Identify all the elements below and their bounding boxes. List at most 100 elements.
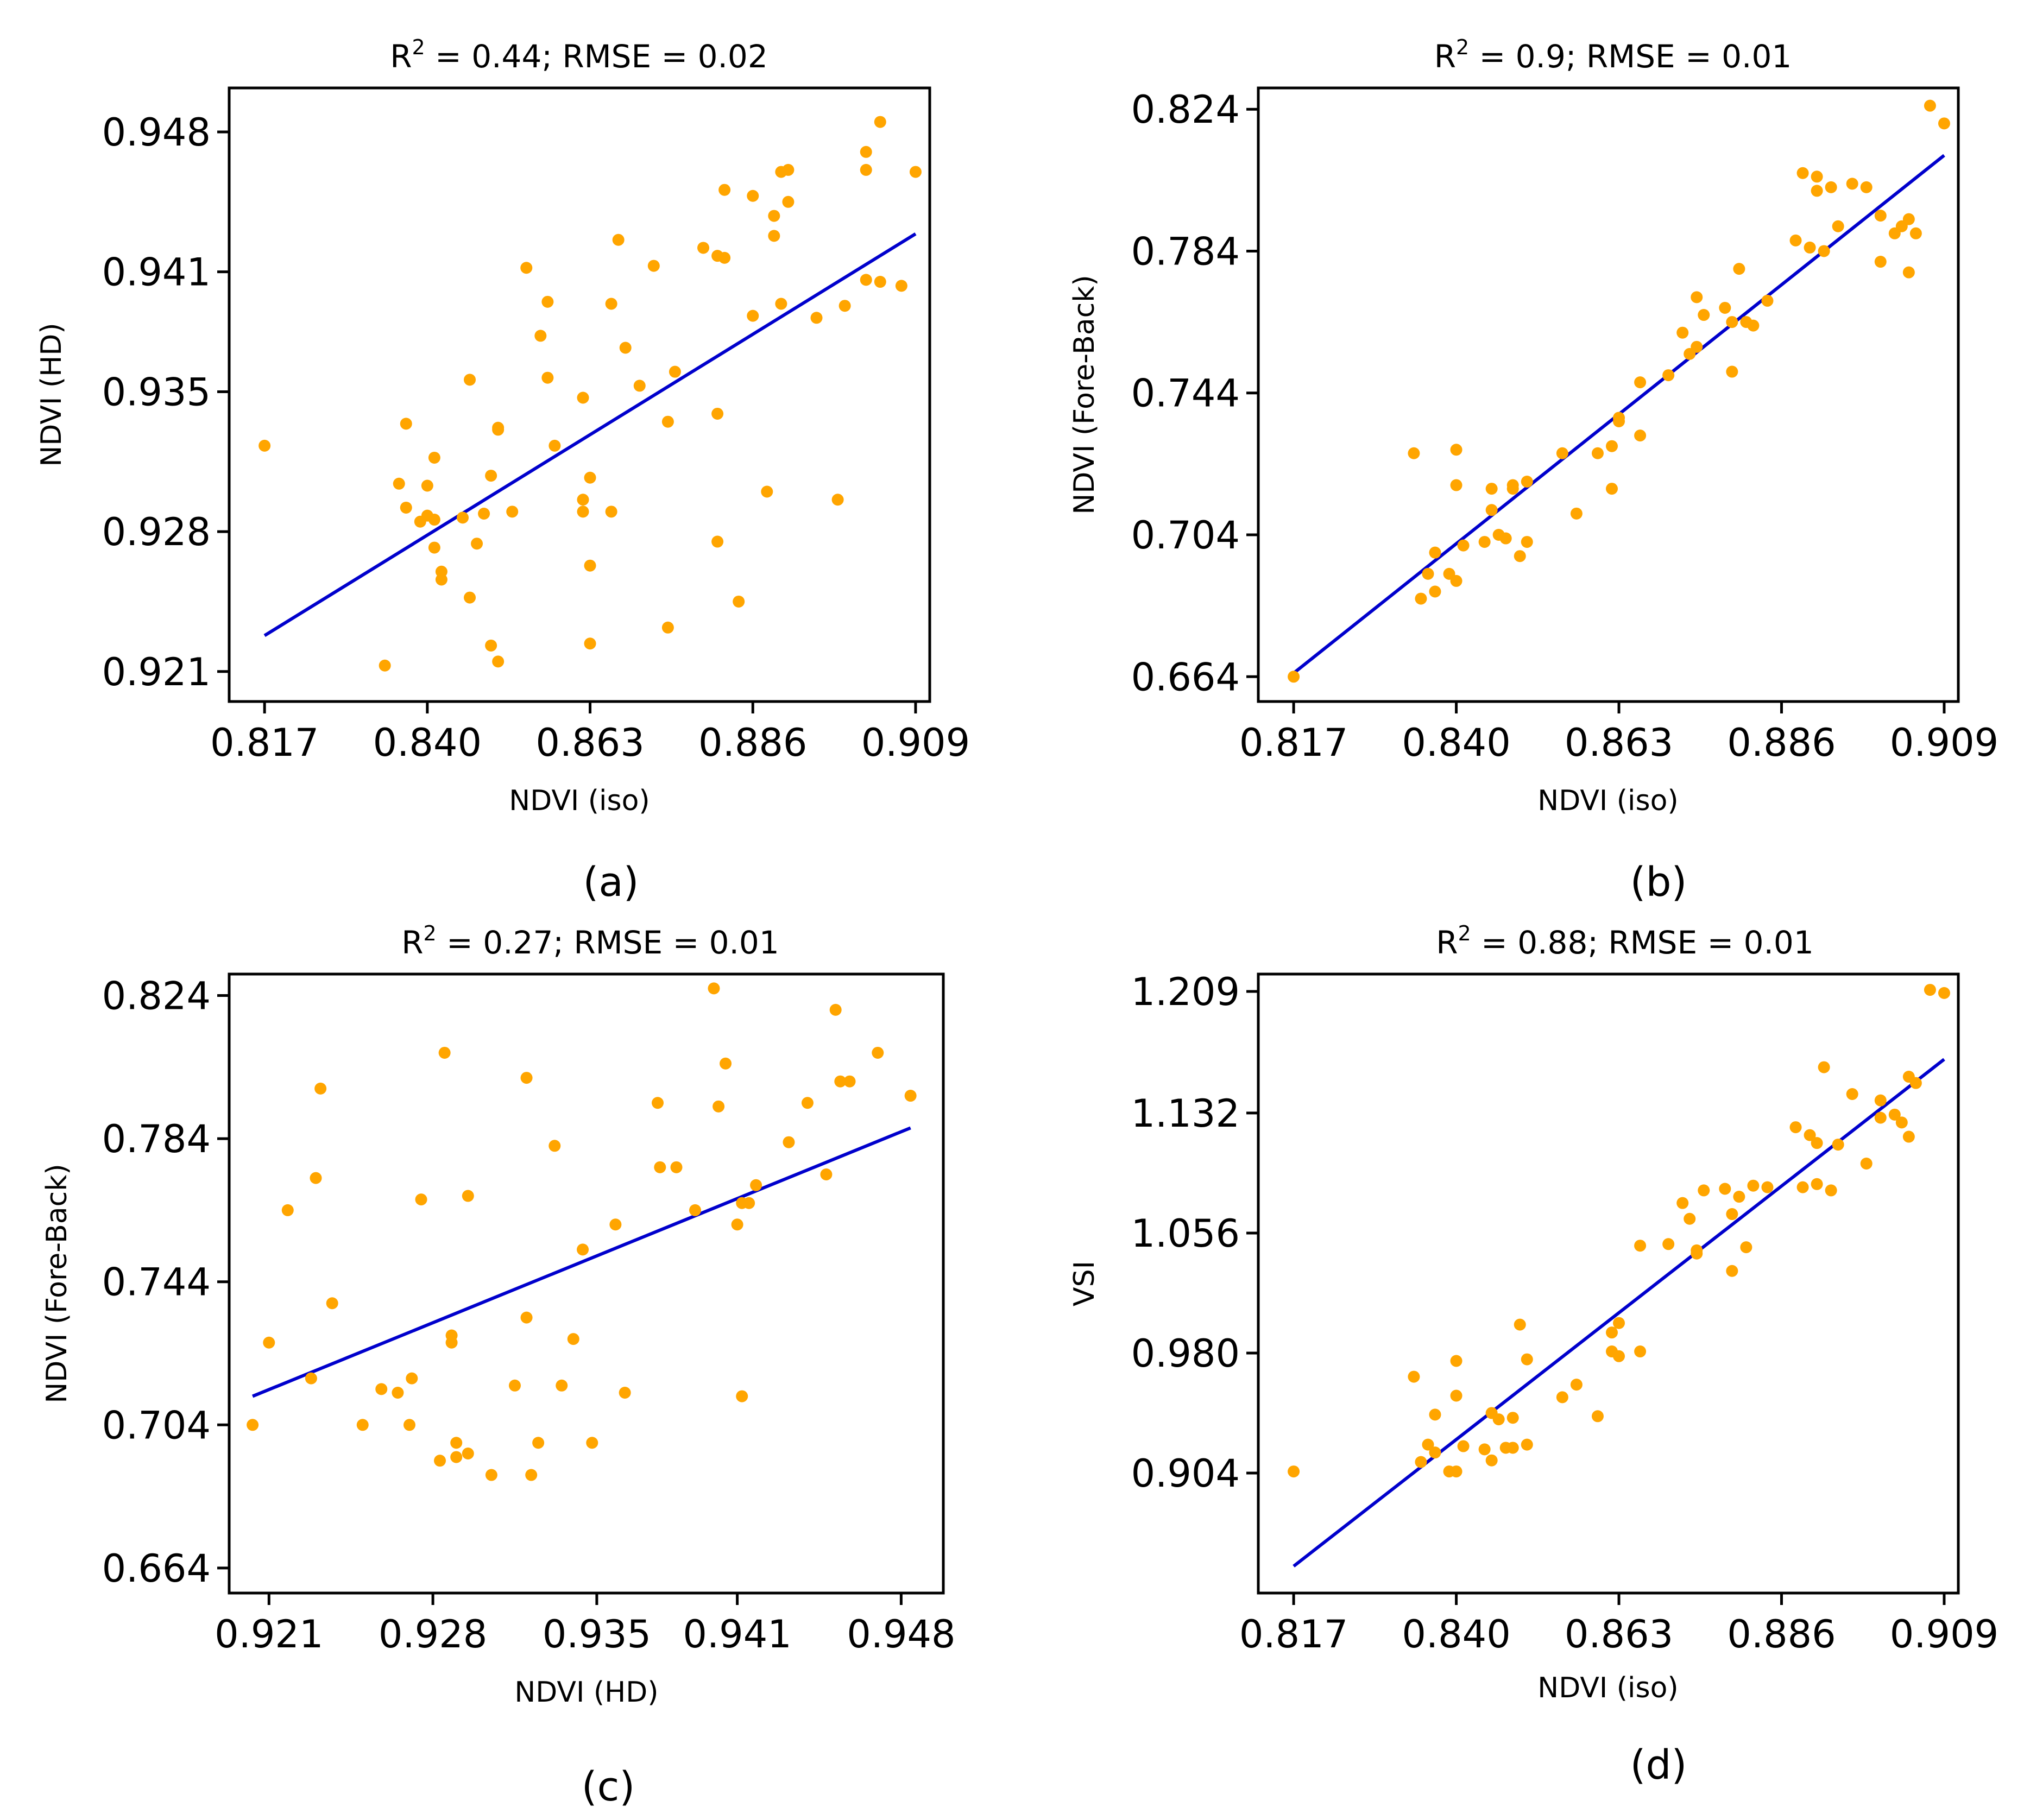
data-point (435, 565, 447, 578)
points-layer (1288, 99, 1950, 683)
title-suffix: = 0.44; RMSE = 0.02 (425, 38, 768, 75)
points-layer (247, 982, 917, 1481)
data-point (1457, 1440, 1470, 1452)
data-point (1422, 1438, 1434, 1451)
regression-line (251, 1126, 911, 1398)
y-ticks: 0.921 0.928 0.935 0.941 0.948 (102, 110, 229, 694)
data-point (1811, 1137, 1823, 1149)
data-point (259, 439, 271, 452)
data-point (1789, 234, 1802, 247)
data-point (471, 538, 483, 550)
data-point (421, 479, 433, 492)
data-point (1429, 1408, 1441, 1421)
data-point (1860, 181, 1873, 193)
data-point (747, 189, 759, 202)
data-point (1429, 546, 1441, 559)
data-point (743, 1197, 755, 1209)
data-point (1606, 1326, 1618, 1339)
data-point (783, 1136, 795, 1148)
data-point (711, 535, 724, 548)
data-point (379, 659, 391, 672)
data-point (909, 166, 922, 178)
data-point (450, 1437, 463, 1449)
data-point (768, 210, 780, 222)
y-axis-label: NDVI (HD) (35, 323, 68, 466)
data-point (1726, 316, 1738, 328)
data-point (1818, 1061, 1830, 1073)
data-point (1450, 1389, 1462, 1402)
data-point (612, 233, 625, 246)
data-point (1613, 415, 1625, 427)
x-axis-label: NDVI (iso) (1537, 785, 1678, 817)
data-point (1691, 340, 1703, 353)
data-point (747, 309, 759, 322)
data-point (1415, 592, 1427, 605)
title-suffix: = 0.88; RMSE = 0.01 (1471, 924, 1814, 961)
title-superscript: 2 (412, 35, 425, 59)
data-point (1506, 1412, 1519, 1424)
data-point (450, 1451, 463, 1463)
data-point (1492, 1413, 1505, 1426)
data-point (1726, 1208, 1738, 1221)
data-point (1478, 1443, 1491, 1456)
data-point (1818, 245, 1830, 257)
x-ticks: 0.817 0.840 0.863 0.886 0.909 (1239, 702, 1999, 765)
data-point (506, 505, 519, 518)
x-tick-label: 0.886 (698, 721, 807, 765)
data-point (1789, 1121, 1802, 1134)
x-tick-label: 0.817 (1239, 721, 1348, 765)
data-point (1634, 429, 1647, 442)
y-tick-label: 0.941 (102, 250, 211, 295)
data-point (609, 1218, 622, 1231)
y-tick-label: 0.664 (1131, 655, 1240, 699)
data-point (1485, 504, 1498, 516)
x-axis-label: NDVI (HD) (514, 1676, 658, 1709)
plot-frame (1257, 86, 1960, 703)
data-point (1422, 567, 1434, 580)
data-point (1506, 1442, 1519, 1454)
panel-a: R2 = 0.44; RMSE = 0.02 0.817 0.840 0.863 0.… (35, 35, 970, 906)
y-tick-label: 0.935 (102, 370, 211, 414)
data-point (895, 280, 907, 292)
data-point (520, 1072, 533, 1084)
data-point (1860, 1157, 1873, 1170)
svg-text:R2 = 0.88; RMSE = 0.01: R2 = 0.88; RMSE = 0.01 (1436, 921, 1814, 961)
x-tick-label: 0.909 (861, 721, 970, 765)
data-point (326, 1297, 338, 1310)
panel-caption: (d) (1630, 1742, 1687, 1789)
data-point (1485, 1454, 1498, 1467)
data-point (1846, 1088, 1858, 1101)
data-point (820, 1168, 833, 1181)
data-point (1825, 1184, 1837, 1197)
x-tick-label: 0.863 (1565, 721, 1673, 765)
data-point (874, 276, 886, 288)
data-point (775, 298, 787, 310)
data-point (1676, 1197, 1689, 1209)
title-superscript: 2 (424, 921, 437, 945)
data-point (1521, 1353, 1533, 1366)
data-point (549, 1140, 561, 1152)
data-point (1719, 1183, 1731, 1195)
data-point (782, 163, 795, 176)
data-point (532, 1437, 545, 1449)
data-point (829, 1003, 842, 1016)
y-axis-label: VSI (1068, 1261, 1101, 1306)
data-point (718, 251, 731, 264)
data-point (1606, 483, 1618, 495)
data-point (457, 511, 469, 524)
data-point (310, 1172, 322, 1184)
data-point (1450, 574, 1462, 587)
panel-d: R2 = 0.88; RMSE = 0.01 0.817 0.840 0.863 0.… (1068, 921, 1999, 1789)
data-point (1733, 263, 1745, 275)
y-tick-label: 0.744 (1131, 371, 1240, 416)
x-tick-label: 0.928 (379, 1612, 487, 1657)
data-point (619, 1386, 631, 1399)
data-point (464, 591, 476, 604)
data-point (1613, 1317, 1625, 1329)
data-point (1408, 447, 1420, 459)
data-point (1691, 291, 1703, 304)
y-tick-label: 0.784 (102, 1117, 211, 1161)
data-point (406, 1372, 418, 1385)
y-ticks: 0.664 0.704 0.744 0.784 0.824 (1131, 87, 1258, 699)
data-point (782, 195, 795, 208)
